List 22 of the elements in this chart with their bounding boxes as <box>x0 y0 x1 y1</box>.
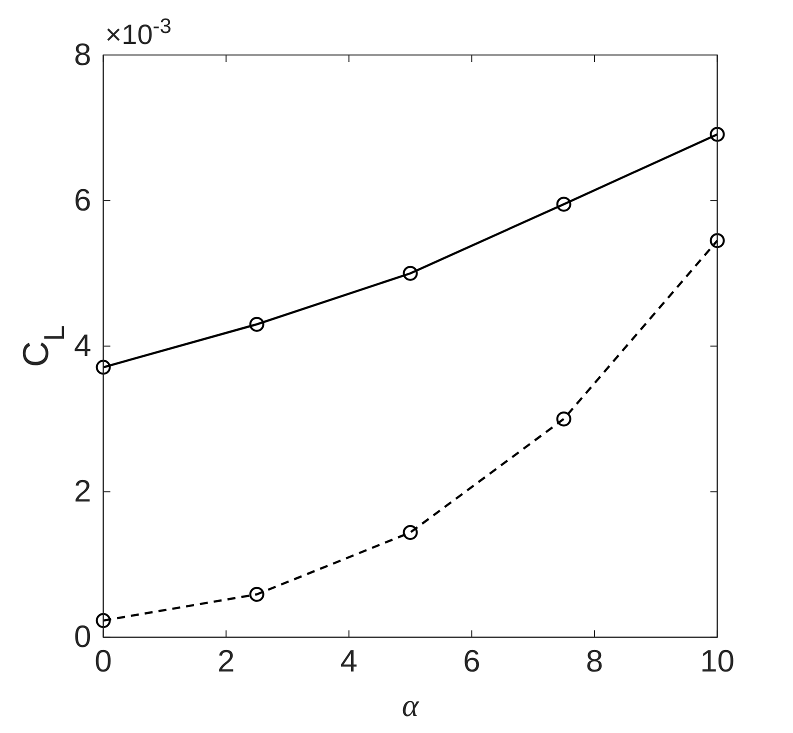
point <box>249 586 264 602</box>
x-tick-label: 8 <box>586 643 604 678</box>
x-tick-label: 6 <box>463 643 480 678</box>
y-tick-label: 8 <box>74 36 92 72</box>
point <box>710 233 725 248</box>
x-tick-label: 10 <box>700 643 735 678</box>
point <box>249 316 264 332</box>
point <box>710 126 725 142</box>
x-tick-label: 4 <box>340 643 358 678</box>
point <box>402 266 418 281</box>
x-axis-title: α <box>402 687 420 723</box>
text: ×10$^{-3}$ <box>105 14 172 50</box>
point <box>96 613 111 628</box>
point <box>556 196 572 212</box>
y-tick-label: 4 <box>74 328 92 364</box>
x-tick-label: 2 <box>217 643 235 678</box>
point <box>556 411 572 426</box>
y-tick-label: 0 <box>74 619 92 654</box>
point <box>96 360 111 375</box>
y-tick-label: 6 <box>74 182 92 218</box>
y-tick-label: 2 <box>74 474 92 509</box>
point <box>402 524 418 540</box>
